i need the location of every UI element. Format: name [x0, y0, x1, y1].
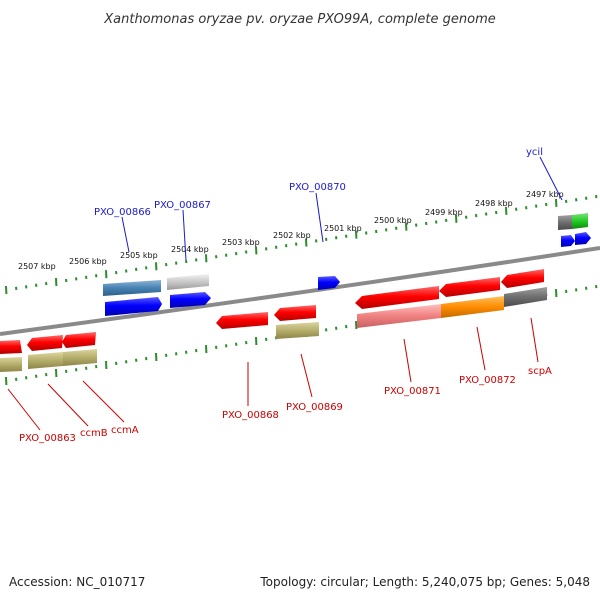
gene-label-pxo-00866[interactable]: PXO_00866: [94, 207, 151, 218]
leader-line: [7, 388, 41, 431]
gene-label-ycil[interactable]: ycil: [526, 147, 543, 158]
gene-label-pxo-00867[interactable]: PXO_00867: [154, 200, 211, 211]
scale-tick-label: 2498 kbp: [475, 199, 513, 208]
forward-tick-track: [5, 195, 598, 295]
accession-text: Accession: NC_010717: [9, 575, 145, 589]
gene-label-pxo-00871[interactable]: PXO_00871: [384, 386, 441, 397]
gene-arrow-pxo-00867-annotation[interactable]: [167, 274, 209, 290]
gene-label-pxo-00870[interactable]: PXO_00870: [289, 182, 346, 193]
gene-label-pxo-00868[interactable]: PXO_00868: [222, 410, 279, 421]
scale-tick-label: 2507 kbp: [18, 262, 56, 271]
gene-arrow-scpa[interactable]: [501, 269, 544, 288]
scale-tick-label: 2505 kbp: [120, 251, 158, 260]
leader-line: [403, 338, 412, 383]
gene-arrow-scpa-annotation[interactable]: [504, 287, 547, 307]
gene-arrow-pxo-00867[interactable]: [170, 292, 211, 308]
leader-line: [82, 380, 125, 423]
map-title: Xanthomonas oryzae pv. oryzae PXO99A, co…: [103, 12, 496, 27]
gene-arrow-pxo-00868[interactable]: [216, 312, 268, 329]
scale-tick-label: 2500 kbp: [374, 216, 412, 225]
gene-arrow-pxo-00863[interactable]: [0, 340, 22, 354]
leader-line: [121, 216, 130, 253]
scale-tick-label: 2504 kbp: [171, 245, 209, 254]
leader-line: [476, 326, 486, 371]
gene-label-scpa[interactable]: scpA: [528, 366, 552, 377]
forward-leader-lines: [121, 156, 563, 261]
gene-arrow-pxo-00870[interactable]: [318, 276, 340, 290]
scale-labels: 2507 kbp 2506 kbp 2505 kbp 2504 kbp 2503…: [18, 190, 564, 271]
gene-label-pxo-00869[interactable]: PXO_00869: [286, 402, 343, 413]
scale-tick-label: 2506 kbp: [69, 257, 107, 266]
gene-arrow-ccma-annotation[interactable]: [63, 349, 97, 366]
gene-arrow-pxo-00869-annotation[interactable]: [276, 322, 319, 339]
leader-line: [182, 209, 187, 261]
gene-arrow-ycil[interactable]: [561, 235, 575, 247]
gene-arrow-pxo-00871[interactable]: [355, 286, 439, 309]
scale-tick-label: 2501 kbp: [324, 224, 362, 233]
gene-arrow-pxo-00872-annotation[interactable]: [441, 296, 504, 318]
gene-arrow-pxo-00863-annotation[interactable]: [0, 357, 22, 372]
leader-line: [315, 192, 324, 243]
topology-summary-text: Topology: circular; Length: 5,240,075 bp…: [259, 575, 590, 589]
reverse-gene-labels: PXO_00863 ccmB ccmA PXO_00868 PXO_00869 …: [19, 366, 552, 444]
gene-arrow-ccmb-annotation[interactable]: [28, 352, 63, 369]
gene-arrow-ycil-annotation-2[interactable]: [572, 213, 588, 229]
gene-label-pxo-00872[interactable]: PXO_00872: [459, 375, 516, 386]
gene-arrow-pxo-00866-annotation[interactable]: [103, 280, 161, 296]
leader-line: [530, 317, 539, 363]
scale-tick-label: 2499 kbp: [425, 208, 463, 217]
gene-arrow-pxo-00869[interactable]: [274, 305, 316, 321]
gene-arrow-ycil-annotation[interactable]: [558, 215, 572, 230]
leader-line: [539, 156, 563, 201]
gene-arrow-pxo-00866[interactable]: [105, 297, 162, 316]
leader-line: [47, 383, 89, 427]
reverse-leader-lines: [7, 317, 539, 431]
gene-label-pxo-00863[interactable]: PXO_00863: [19, 433, 76, 444]
forward-gene-labels: PXO_00866 PXO_00867 PXO_00870 ycil: [94, 147, 543, 218]
reverse-genes: [0, 269, 547, 372]
forward-genes: [103, 213, 591, 316]
gene-label-ccma[interactable]: ccmA: [111, 425, 139, 436]
scale-tick-label: 2502 kbp: [273, 231, 311, 240]
gene-arrow-pxo-00871-annotation[interactable]: [357, 304, 441, 328]
gene-arrow-ycil-2[interactable]: [575, 232, 591, 245]
gene-arrow-pxo-00872[interactable]: [439, 277, 500, 297]
genome-backbone: [0, 246, 600, 336]
gene-arrow-ccma[interactable]: [62, 332, 96, 348]
leader-line: [300, 353, 313, 398]
gene-arrow-ccmb[interactable]: [27, 335, 63, 351]
gene-label-ccmb[interactable]: ccmB: [80, 428, 108, 439]
scale-tick-label: 2497 kbp: [526, 190, 564, 199]
scale-tick-label: 2503 kbp: [222, 238, 260, 247]
